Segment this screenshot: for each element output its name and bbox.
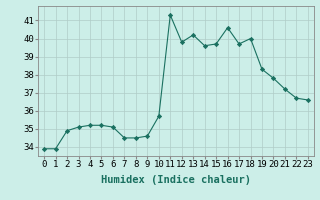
X-axis label: Humidex (Indice chaleur): Humidex (Indice chaleur): [101, 175, 251, 185]
